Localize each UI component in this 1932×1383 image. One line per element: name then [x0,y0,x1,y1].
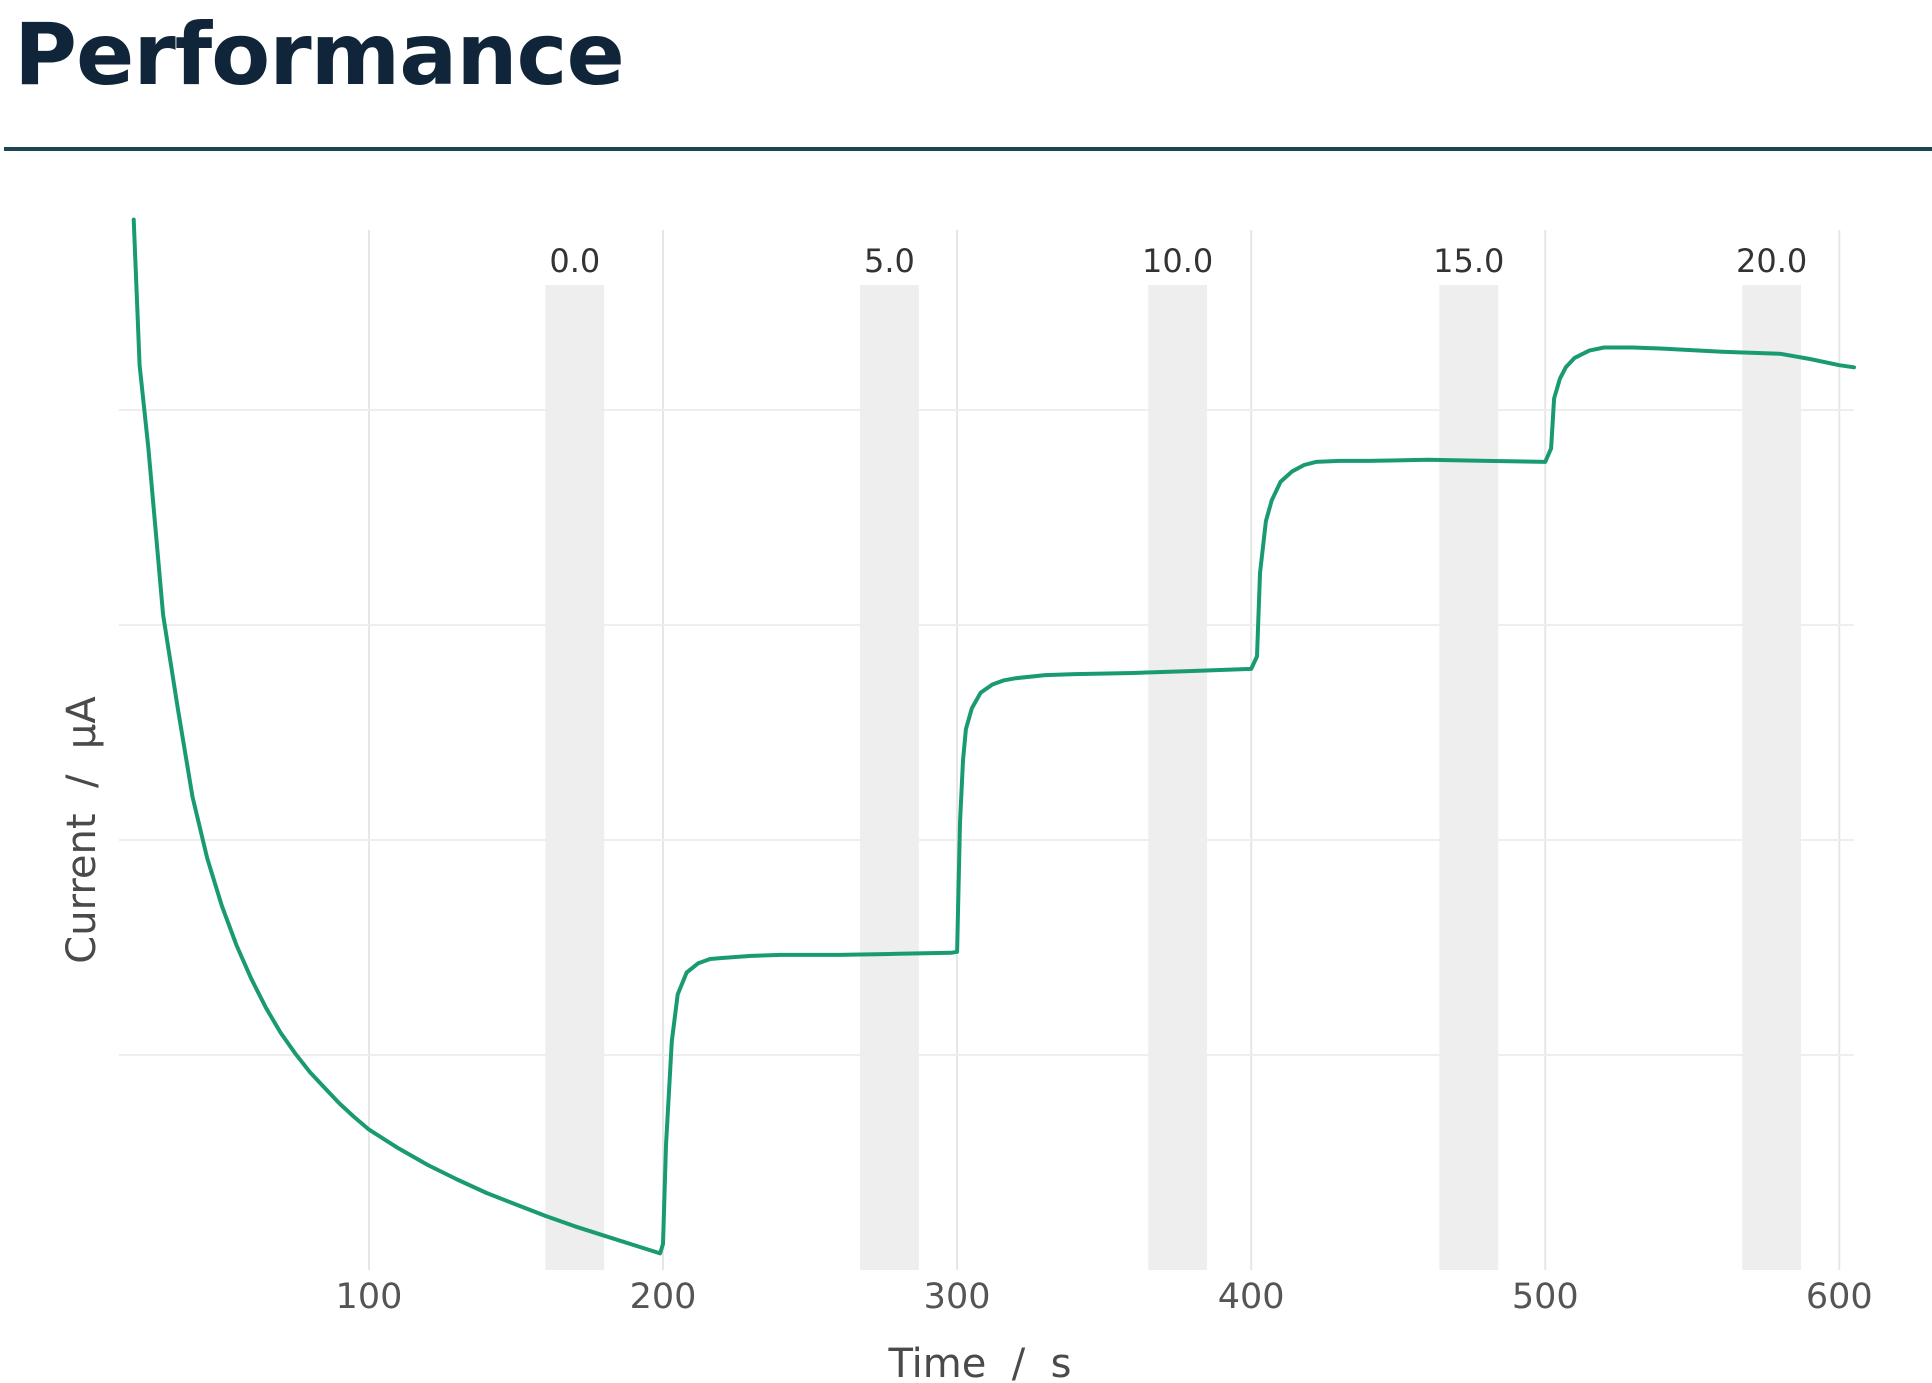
x-tick-label-1: 200 [630,1277,697,1317]
band-labels: 0.0 5.0 10.0 15.0 20.0 [549,242,1807,280]
x-tick-label-3: 400 [1218,1277,1285,1317]
band-1 [860,285,919,1270]
x-tick-label-4: 500 [1512,1277,1579,1317]
x-tick-labels: 100 200 300 400 500 600 [336,1277,1873,1317]
x-tick-label-5: 600 [1806,1277,1873,1317]
y-axis-title: Current / μA [59,696,105,964]
series-lines [131,217,1856,1256]
x-axis-title: Time / s [887,1341,1071,1383]
band-4 [1742,285,1802,1270]
band-label-0: 0.0 [549,242,600,280]
title-divider [4,147,1932,151]
band-label-2: 10.0 [1142,242,1213,280]
band-0 [545,285,605,1270]
grid-lines [119,230,1854,1270]
series-line-0 [131,217,1856,1256]
band-3 [1439,285,1499,1270]
x-tick-label-2: 300 [924,1277,991,1317]
band-label-4: 20.0 [1736,242,1807,280]
highlight-bands [545,285,1802,1270]
x-tick-label-0: 100 [336,1277,403,1317]
band-label-3: 15.0 [1433,242,1504,280]
band-2 [1148,285,1208,1270]
band-label-1: 5.0 [864,242,915,280]
page-title: Performance [14,5,625,105]
